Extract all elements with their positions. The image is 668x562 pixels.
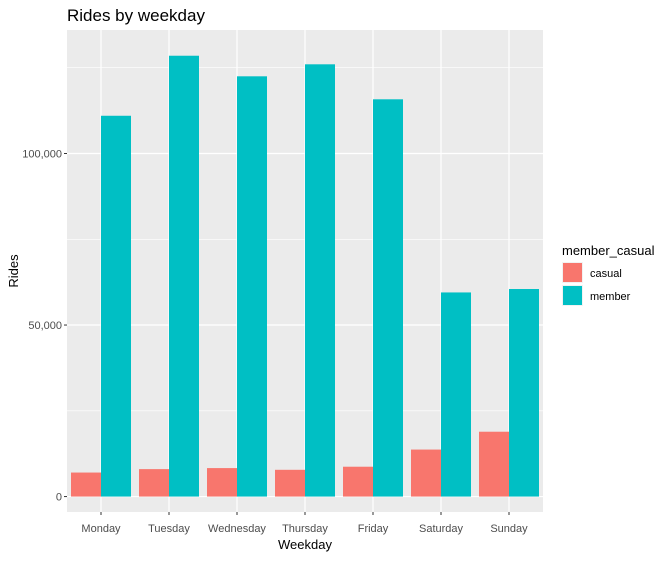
bar-casual-thursday <box>275 469 305 497</box>
bars <box>71 55 539 497</box>
bar-casual-tuesday <box>139 469 169 497</box>
legend: member_casual casual member <box>562 243 655 306</box>
bar-casual-sunday <box>479 431 509 497</box>
y-tick-label: 0 <box>56 492 62 504</box>
x-tick-label: Wednesday <box>208 523 266 535</box>
bar-casual-friday <box>343 466 373 497</box>
legend-items: casual member <box>562 262 631 306</box>
bar-member-tuesday <box>169 55 199 497</box>
bar-member-thursday <box>305 64 335 497</box>
bar-casual-monday <box>71 472 101 497</box>
chart-title: Rides by weekday <box>67 6 205 25</box>
x-tick-label: Friday <box>358 523 389 535</box>
bar-casual-saturday <box>411 449 441 497</box>
bar-member-monday <box>101 115 131 497</box>
bar-casual-wednesday <box>207 468 237 497</box>
x-tick-label: Tuesday <box>148 523 190 535</box>
x-axis: Monday Tuesday Wednesday Thursday Friday Satu… <box>81 512 528 535</box>
bar-member-saturday <box>441 292 471 497</box>
x-axis-title: Weekday <box>278 537 332 552</box>
x-tick-label: Thursday <box>282 523 328 535</box>
x-tick-label: Monday <box>81 523 121 535</box>
y-tick-label: 100,000 <box>22 149 62 161</box>
legend-label-member: member <box>590 291 631 303</box>
bar-member-wednesday <box>237 76 267 497</box>
y-axis-title: Rides <box>6 254 21 288</box>
legend-title: member_casual <box>562 243 655 258</box>
legend-swatch-member <box>563 286 582 305</box>
y-tick-label: 50,000 <box>28 320 62 332</box>
x-tick-label: Saturday <box>419 523 464 535</box>
bar-member-friday <box>373 99 403 497</box>
y-axis: 0 50,000 100,000 <box>22 149 67 504</box>
legend-label-casual: casual <box>590 268 622 280</box>
x-tick-label: Sunday <box>490 523 528 535</box>
legend-swatch-casual <box>563 263 582 282</box>
bar-member-sunday <box>509 289 539 497</box>
